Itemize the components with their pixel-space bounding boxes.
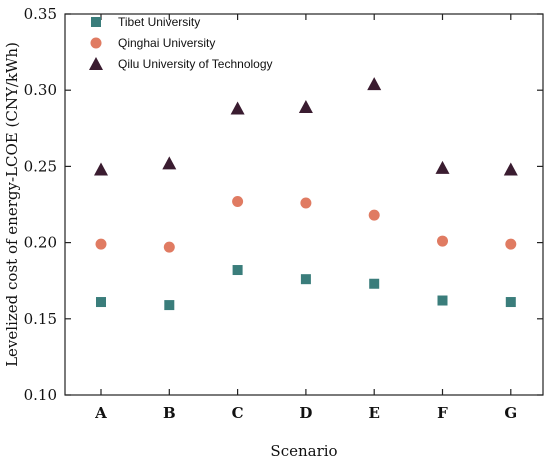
data-point xyxy=(298,99,313,113)
data-point xyxy=(164,300,175,311)
legend-label: Tibet University xyxy=(118,15,200,29)
data-point xyxy=(367,77,382,91)
series-square xyxy=(96,265,516,311)
data-point xyxy=(437,295,448,306)
x-tick-label: E xyxy=(368,404,379,422)
y-axis-title: Levelized cost of energy-LCOE (CNY/kWh) xyxy=(3,42,21,367)
data-point xyxy=(300,197,312,209)
series-circle xyxy=(95,195,517,253)
plot-frame xyxy=(64,13,544,396)
x-tick-label: G xyxy=(504,404,517,422)
x-axis-title: Scenario xyxy=(270,442,337,460)
y-tick-label: 0.10 xyxy=(24,386,57,404)
axes xyxy=(64,13,544,396)
series-triangle xyxy=(94,77,518,176)
x-tick-label: A xyxy=(94,404,107,422)
data-point xyxy=(435,160,450,174)
data-point xyxy=(232,265,243,276)
data-point xyxy=(368,209,380,221)
data-point xyxy=(232,195,244,207)
y-tick-label: 0.30 xyxy=(24,81,57,99)
legend-label: Qilu University of Technology xyxy=(118,57,273,71)
data-point xyxy=(95,238,107,250)
data-point xyxy=(505,238,517,250)
x-tick-label: B xyxy=(163,404,176,422)
data-point xyxy=(96,297,106,308)
y-tick-label: 0.35 xyxy=(24,5,57,23)
data-point xyxy=(230,101,245,115)
legend-item: Tibet University xyxy=(91,15,200,29)
legend-marker xyxy=(89,57,103,70)
legend-marker xyxy=(90,37,102,49)
x-axis-ticks: A B C D E F G xyxy=(94,14,517,422)
y-axis-ticks: 0.10 0.15 0.20 0.25 0.30 0.35 xyxy=(24,5,543,404)
data-point xyxy=(300,274,311,285)
data-point xyxy=(437,235,448,247)
legend-label: Qinghai University xyxy=(118,36,215,50)
legend-item: Qilu University of Technology xyxy=(89,57,273,71)
data-point xyxy=(369,278,380,289)
data-marks xyxy=(94,77,518,311)
y-tick-label: 0.15 xyxy=(24,310,57,328)
data-point xyxy=(503,162,518,176)
x-tick-label: C xyxy=(232,404,244,422)
data-point xyxy=(505,297,516,308)
legend: Tibet University Qinghai University Qilu U… xyxy=(89,15,273,71)
legend-marker xyxy=(91,17,101,27)
x-tick-label: D xyxy=(299,404,312,422)
x-tick-label: F xyxy=(437,404,448,422)
legend-item: Qinghai University xyxy=(90,36,215,50)
y-tick-label: 0.25 xyxy=(24,157,57,175)
y-tick-label: 0.20 xyxy=(24,234,57,252)
data-point xyxy=(94,162,108,176)
data-point xyxy=(162,156,177,170)
data-point xyxy=(163,241,175,253)
